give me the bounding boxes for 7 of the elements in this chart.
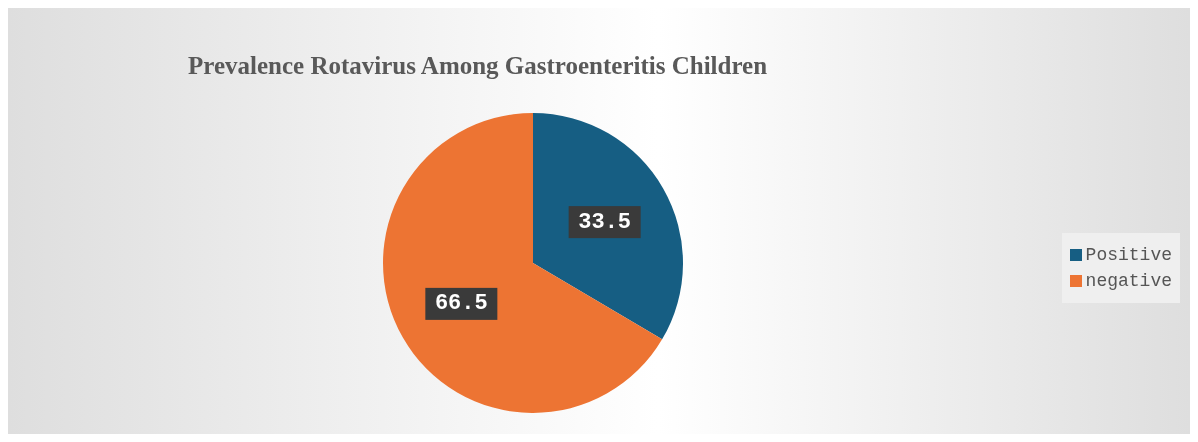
- pie-slice: [533, 113, 683, 340]
- data-label: 33.5: [578, 209, 632, 235]
- pie-slice: [383, 113, 663, 413]
- data-label: 66.5: [434, 291, 488, 317]
- chart-title: Prevalence Rotavirus Among Gastroenteritis Children: [188, 52, 768, 80]
- legend-label: Positive: [1084, 245, 1172, 265]
- legend-label: negative: [1084, 271, 1172, 291]
